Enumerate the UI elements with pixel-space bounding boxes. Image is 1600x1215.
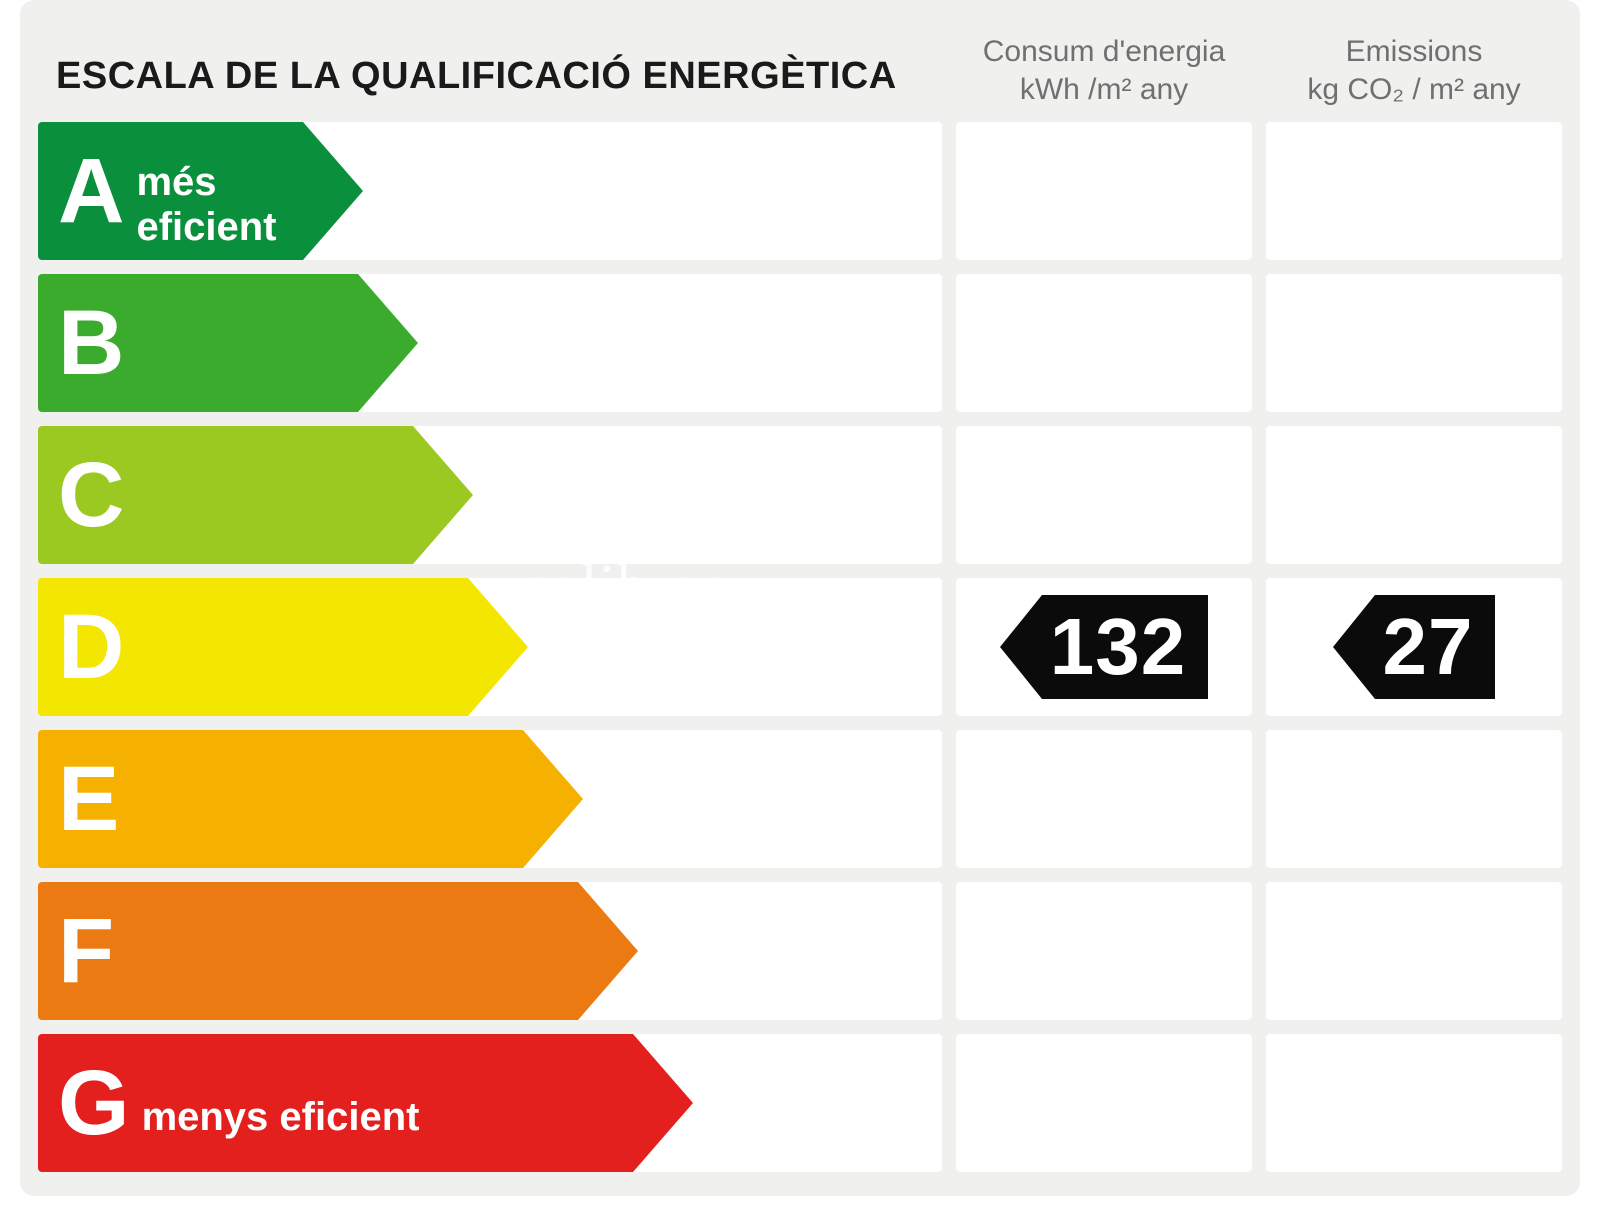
rating-cell-main: B bbox=[38, 274, 942, 412]
rating-letter: E bbox=[58, 753, 119, 845]
rating-arrow-body: Gmenys eficient bbox=[38, 1034, 633, 1172]
column1-line1: Consum d'energia bbox=[983, 33, 1226, 71]
rating-subtitle: menys eficient bbox=[142, 1095, 420, 1140]
rating-letter: C bbox=[58, 449, 124, 541]
consumption-cell bbox=[956, 882, 1252, 1020]
rating-letter: F bbox=[58, 905, 114, 997]
rating-row: D 132 27 bbox=[38, 578, 1562, 716]
chevron-right-icon bbox=[578, 882, 638, 1020]
title-area: ESCALA DE LA QUALIFICACIÓ ENERGÈTICA bbox=[38, 35, 942, 108]
chevron-right-icon bbox=[468, 578, 528, 716]
column1-line2: kWh /m² any bbox=[1020, 71, 1188, 109]
chevron-left-icon bbox=[1333, 595, 1375, 699]
consumption-cell bbox=[956, 1034, 1252, 1172]
rating-arrow-body: E bbox=[38, 730, 523, 868]
consumption-cell: 132 bbox=[956, 578, 1252, 716]
consumption-cell bbox=[956, 730, 1252, 868]
consumption-value: 132 bbox=[1042, 595, 1208, 699]
chevron-right-icon bbox=[633, 1034, 693, 1172]
chevron-right-icon bbox=[303, 122, 363, 260]
chevron-left-icon bbox=[1000, 595, 1042, 699]
consumption-cell bbox=[956, 122, 1252, 260]
emissions-cell bbox=[1266, 426, 1562, 564]
chart-title: ESCALA DE LA QUALIFICACIÓ ENERGÈTICA bbox=[56, 55, 942, 98]
rating-subtitle: més eficient bbox=[136, 160, 303, 250]
column-header-emissions: Emissions kg CO₂ / m² any bbox=[1266, 33, 1562, 108]
rating-cell-main: D bbox=[38, 578, 942, 716]
rating-row: Gmenys eficient bbox=[38, 1034, 1562, 1172]
emissions-cell bbox=[1266, 122, 1562, 260]
rating-letter: B bbox=[58, 297, 124, 389]
rating-cell-main: C bbox=[38, 426, 942, 564]
rating-row: Amés eficient bbox=[38, 122, 1562, 260]
chevron-right-icon bbox=[358, 274, 418, 412]
rating-cell-main: Amés eficient bbox=[38, 122, 942, 260]
rating-arrow-body: B bbox=[38, 274, 358, 412]
rating-arrow: E bbox=[38, 730, 583, 868]
rating-arrow-body: D bbox=[38, 578, 468, 716]
rating-cell-main: F bbox=[38, 882, 942, 1020]
emissions-cell: 27 bbox=[1266, 578, 1562, 716]
rating-letter: D bbox=[58, 601, 124, 693]
rating-arrow-body: C bbox=[38, 426, 413, 564]
chevron-right-icon bbox=[413, 426, 473, 564]
rating-arrow: F bbox=[38, 882, 638, 1020]
emissions-value: 27 bbox=[1375, 595, 1496, 699]
consumption-cell bbox=[956, 426, 1252, 564]
column2-line1: Emissions bbox=[1346, 33, 1483, 71]
chevron-right-icon bbox=[523, 730, 583, 868]
rating-arrow-body: F bbox=[38, 882, 578, 1020]
column-header-consumption: Consum d'energia kWh /m² any bbox=[956, 33, 1252, 108]
rating-arrow: Amés eficient bbox=[38, 122, 363, 260]
rating-arrow: B bbox=[38, 274, 418, 412]
emissions-cell bbox=[1266, 882, 1562, 1020]
emissions-cell bbox=[1266, 1034, 1562, 1172]
energy-rating-card: ESCALA DE LA QUALIFICACIÓ ENERGÈTICA Con… bbox=[20, 0, 1580, 1196]
rating-row: E bbox=[38, 730, 1562, 868]
rating-arrow-body: Amés eficient bbox=[38, 122, 303, 260]
rating-arrow: C bbox=[38, 426, 473, 564]
column2-line2: kg CO₂ / m² any bbox=[1307, 71, 1520, 109]
header-row: ESCALA DE LA QUALIFICACIÓ ENERGÈTICA Con… bbox=[38, 18, 1562, 108]
rating-cell-main: Gmenys eficient bbox=[38, 1034, 942, 1172]
rating-arrow: Gmenys eficient bbox=[38, 1034, 693, 1172]
rating-cell-main: E bbox=[38, 730, 942, 868]
rating-arrow: D bbox=[38, 578, 528, 716]
consumption-cell bbox=[956, 274, 1252, 412]
emissions-value-tag: 27 bbox=[1333, 595, 1496, 699]
emissions-cell bbox=[1266, 274, 1562, 412]
rating-row: B bbox=[38, 274, 1562, 412]
rating-letter: A bbox=[58, 145, 124, 237]
emissions-cell bbox=[1266, 730, 1562, 868]
rating-row: C bbox=[38, 426, 1562, 564]
rating-letter: G bbox=[58, 1057, 130, 1149]
rating-rows-container: Amés eficientBCD13227EFGmenys eficient bbox=[38, 122, 1562, 1172]
consumption-value-tag: 132 bbox=[1000, 595, 1208, 699]
rating-row: F bbox=[38, 882, 1562, 1020]
